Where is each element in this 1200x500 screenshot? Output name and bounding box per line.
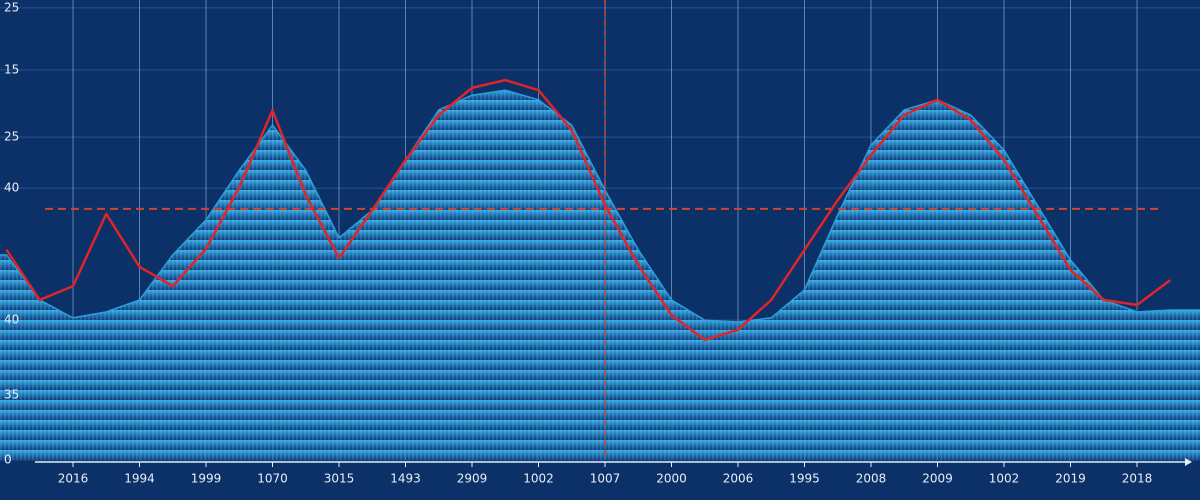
x-tick-label: 1493 <box>390 472 421 486</box>
line <box>5 78 1171 342</box>
x-tick-label: 2018 <box>1122 472 1153 486</box>
y-tick-label: 25 <box>4 130 19 144</box>
x-tick-label: 2008 <box>856 472 887 486</box>
x-tick-label: 1994 <box>124 472 155 486</box>
x-tick-label: 1002 <box>523 472 554 486</box>
y-tick-label: 40 <box>4 181 19 195</box>
x-tick-label: 1070 <box>257 472 288 486</box>
y-tick-label: 0 <box>4 453 12 467</box>
x-tick-label: 1995 <box>789 472 820 486</box>
x-tick-label: 1999 <box>191 472 222 486</box>
x-tick-label: 2009 <box>922 472 953 486</box>
y-tick-label: 25 <box>4 0 19 14</box>
x-tick-label: 3015 <box>324 472 355 486</box>
y-tick-label: 40 <box>4 313 19 327</box>
x-tick-label: 1002 <box>989 472 1020 486</box>
x-tick-label: 2000 <box>656 472 687 486</box>
x-tick-label: 2019 <box>1055 472 1086 486</box>
x-tick-label: 2909 <box>457 472 488 486</box>
y-tick-label: 15 <box>4 62 19 76</box>
x-tick-label: 2006 <box>723 472 754 486</box>
area-edge <box>0 89 1200 323</box>
y-tick-label: 35 <box>4 388 19 402</box>
x-tick-label: 1007 <box>590 472 621 486</box>
x-tick-label: 2016 <box>58 472 89 486</box>
x-axis-arrow <box>1185 458 1192 466</box>
